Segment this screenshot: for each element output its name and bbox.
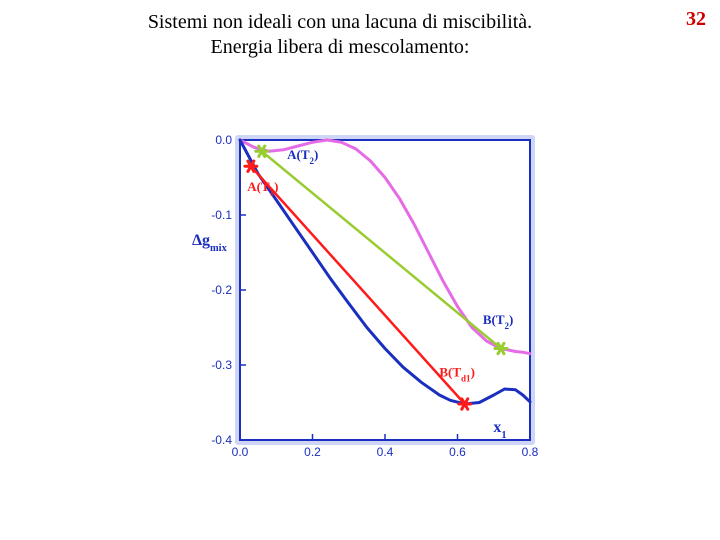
mixing-energy-chart: 0.00.20.40.60.80.0-0.1-0.2-0.3-0.4Δgmixx… <box>180 120 540 480</box>
title-line-2: Energia libera di mescolamento: <box>211 36 470 58</box>
svg-text:Δgmix: Δgmix <box>192 232 228 254</box>
svg-text:-0.4: -0.4 <box>211 433 232 447</box>
title-line-1: Sistemi non ideali con una lacuna di mis… <box>148 11 532 33</box>
page-number: 32 <box>686 8 706 31</box>
svg-text:0.2: 0.2 <box>304 445 321 459</box>
svg-text:0.0: 0.0 <box>215 133 232 147</box>
svg-text:-0.3: -0.3 <box>211 358 232 372</box>
svg-text:-0.2: -0.2 <box>211 283 232 297</box>
svg-text:0.6: 0.6 <box>449 445 466 459</box>
svg-text:0.0: 0.0 <box>232 445 249 459</box>
svg-text:0.4: 0.4 <box>377 445 394 459</box>
svg-text:-0.1: -0.1 <box>211 208 232 222</box>
slide-title: Sistemi non ideali con una lacuna di mis… <box>60 10 620 60</box>
svg-text:0.8: 0.8 <box>522 445 539 459</box>
